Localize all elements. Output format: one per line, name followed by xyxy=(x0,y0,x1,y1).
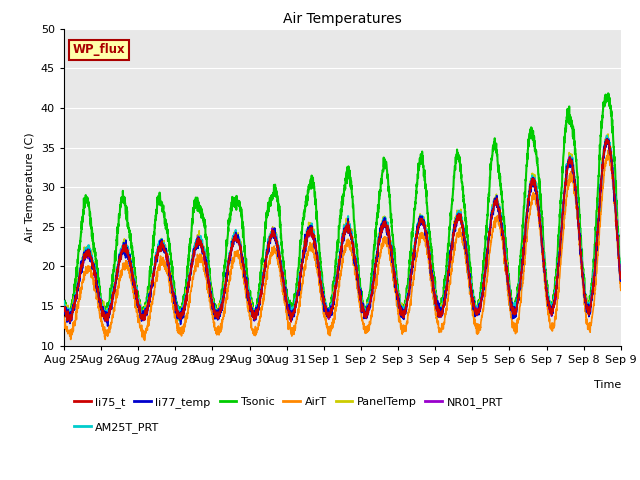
Text: WP_flux: WP_flux xyxy=(72,43,125,56)
Title: Air Temperatures: Air Temperatures xyxy=(283,12,402,26)
Legend: AM25T_PRT: AM25T_PRT xyxy=(70,418,164,437)
Text: Time: Time xyxy=(593,381,621,390)
Y-axis label: Air Temperature (C): Air Temperature (C) xyxy=(26,132,35,242)
